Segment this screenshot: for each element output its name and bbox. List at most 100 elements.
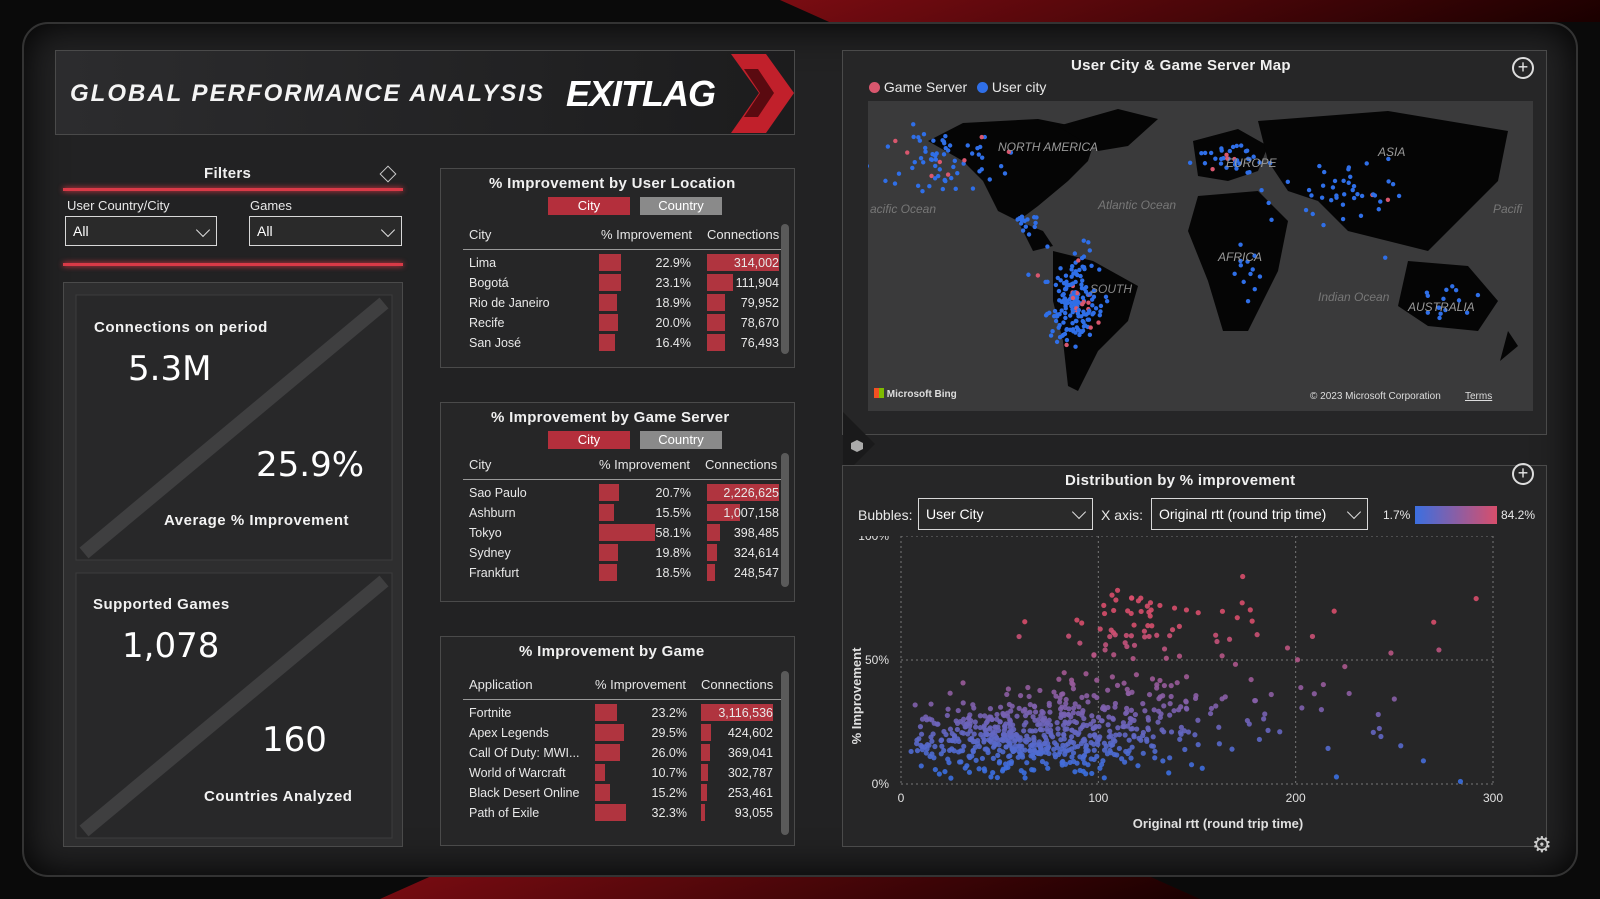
scatter-point [1081, 736, 1087, 742]
map-point [910, 165, 915, 171]
map-point [1329, 198, 1334, 203]
location-col-pct[interactable]: % Improvement [601, 227, 693, 242]
location-col-conn[interactable]: Connections [707, 227, 780, 242]
filters-divider-top [63, 188, 403, 191]
scatter-point [1219, 696, 1225, 702]
map-point [1071, 271, 1076, 276]
world-map-svg[interactable]: NORTH AMERICA EUROPE ASIA AFRICA AUSTRAL… [868, 101, 1533, 411]
table-row[interactable]: Recife 20.0% 78,670 [441, 313, 794, 333]
table-row[interactable]: Fortnite 23.2% 3,116,536 [441, 703, 794, 723]
zoom-in-icon[interactable]: + [1512, 57, 1534, 79]
map-label-south-america: SOUTH [1090, 282, 1132, 296]
pct-bar [599, 564, 617, 581]
map-point [953, 186, 958, 192]
table-row[interactable]: Call Of Duty: MWI... 26.0% 369,041 [441, 743, 794, 763]
map-point [940, 186, 946, 192]
row-connections: 2,226,625 [723, 486, 779, 500]
bubbles-dropdown[interactable]: User City [918, 498, 1093, 530]
table-row[interactable]: Path of Exile 32.3% 93,055 [441, 803, 794, 823]
server-col-pct[interactable]: % Improvement [599, 457, 691, 472]
location-city-button[interactable]: City [548, 197, 630, 215]
scatter-point [1101, 705, 1107, 712]
table-row[interactable]: San José 16.4% 76,493 [441, 333, 794, 353]
server-country-button[interactable]: Country [640, 431, 722, 449]
map-point [1443, 307, 1448, 313]
location-scrollbar[interactable] [781, 224, 789, 354]
game-scrollbar[interactable] [781, 671, 789, 835]
table-row[interactable]: Rio de Janeiro 18.9% 79,952 [441, 293, 794, 313]
scatter-point [1105, 722, 1111, 728]
scatter-point [1070, 686, 1077, 692]
scatter-zoom-icon[interactable]: + [1512, 463, 1534, 485]
table-row[interactable]: Lima 22.9% 314,002 [441, 253, 794, 273]
table-row[interactable]: Apex Legends 29.5% 424,602 [441, 723, 794, 743]
scatter-point [1124, 705, 1130, 711]
scatter-point [1135, 763, 1141, 769]
gradient-min-label: 1.7% [1383, 508, 1411, 522]
table-row[interactable]: World of Warcraft 10.7% 302,787 [441, 763, 794, 783]
country-filter-dropdown[interactable]: All [65, 216, 217, 246]
table-row[interactable]: Sao Paulo 20.7% 2,226,625 [441, 483, 794, 503]
map-terms-link[interactable]: Terms [1465, 391, 1493, 402]
games-filter-dropdown[interactable]: All [249, 216, 402, 246]
scatter-point [960, 680, 966, 686]
scatter-point [1126, 737, 1132, 743]
location-country-button[interactable]: Country [640, 197, 722, 215]
map-point [1076, 314, 1081, 319]
table-row[interactable]: Sydney 19.8% 324,614 [441, 543, 794, 563]
scatter-point [1069, 754, 1075, 760]
map-point [1340, 216, 1346, 222]
server-city-button[interactable]: City [548, 431, 630, 449]
row-pct: 22.9% [655, 256, 691, 270]
map-point [1077, 332, 1082, 338]
location-header-rule [463, 249, 783, 250]
game-col-pct[interactable]: % Improvement [595, 677, 687, 692]
scatter-point [1185, 729, 1192, 735]
scatter-chart[interactable]: 0 100 200 300 0% 50% 100% % Improvement Origin… [843, 536, 1548, 841]
scatter-point [1240, 573, 1246, 580]
table-row[interactable]: Frankfurt 18.5% 248,547 [441, 563, 794, 583]
scatter-point [966, 753, 972, 759]
server-col-city[interactable]: City [469, 457, 492, 472]
table-row[interactable]: Ashburn 15.5% 1,007,158 [441, 503, 794, 523]
connections-bar [707, 334, 725, 351]
map-point [918, 155, 924, 161]
game-rows: Fortnite 23.2% 3,116,536 Apex Legends 29.5% 4… [441, 703, 794, 831]
map-point [945, 172, 951, 177]
xaxis-dropdown[interactable]: Original rtt (round trip time) [1151, 498, 1368, 530]
map-point [1073, 344, 1078, 349]
scatter-point [1006, 760, 1012, 766]
table-row[interactable]: Bogotá 23.1% 111,904 [441, 273, 794, 293]
map-point [1364, 161, 1369, 166]
scatter-point [1128, 755, 1134, 761]
location-col-city[interactable]: City [469, 227, 492, 242]
scatter-point [1149, 676, 1156, 682]
scatter-point [1050, 734, 1056, 740]
connections-bar [707, 484, 779, 501]
map-point [1248, 271, 1253, 277]
connections-bar [701, 724, 711, 741]
scatter-point [1376, 725, 1382, 732]
scatter-point [1088, 756, 1094, 762]
scatter-point [1014, 733, 1020, 739]
game-col-conn[interactable]: Connections [701, 677, 774, 692]
map-point [1340, 202, 1346, 207]
scatter-point [1436, 647, 1442, 653]
map-point [1257, 160, 1262, 165]
scatter-point [1045, 745, 1051, 751]
scatter-point [995, 752, 1001, 759]
server-col-conn[interactable]: Connections [705, 457, 778, 472]
scatter-point [1038, 751, 1044, 757]
game-col-application[interactable]: Application [469, 677, 533, 692]
settings-gear-icon[interactable]: ⚙ [1532, 832, 1552, 857]
world-map[interactable]: NORTH AMERICA EUROPE ASIA AFRICA AUSTRAL… [868, 101, 1533, 411]
table-row[interactable]: Black Desert Online 15.2% 253,461 [441, 783, 794, 803]
map-point [885, 144, 891, 149]
map-point [1208, 150, 1214, 156]
table-row[interactable]: Tokyo 58.1% 398,485 [441, 523, 794, 543]
server-scrollbar[interactable] [781, 453, 789, 587]
scatter-point [1101, 775, 1107, 781]
scatter-point [1168, 693, 1174, 700]
countries-label: Countries Analyzed [204, 788, 353, 805]
scatter-point [936, 771, 942, 777]
